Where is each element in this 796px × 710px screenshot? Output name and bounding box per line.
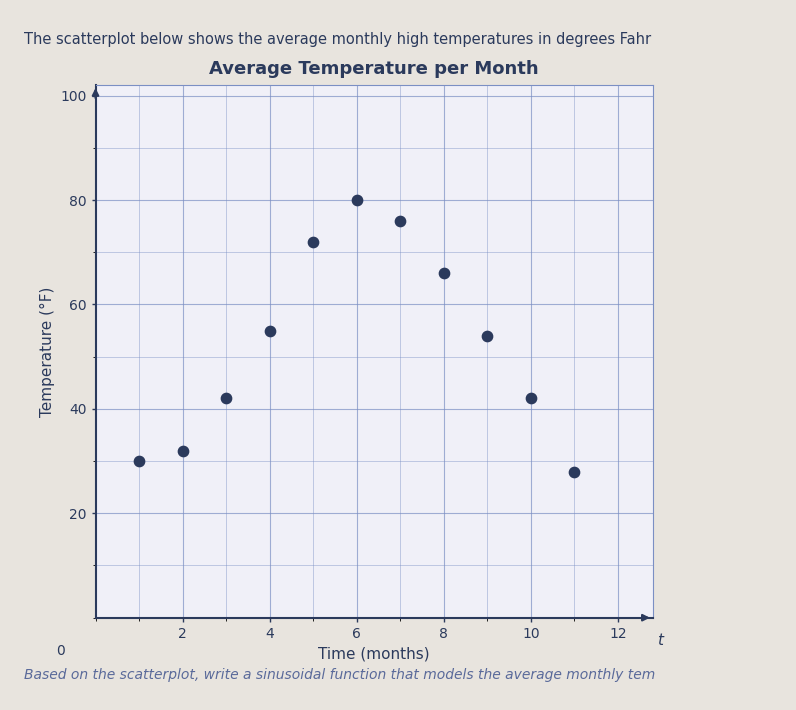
Text: Based on the scatterplot, write a sinusoidal function that models the average mo: Based on the scatterplot, write a sinuso… [24, 667, 655, 682]
Point [350, 195, 363, 206]
Point [437, 268, 450, 279]
Point [525, 393, 537, 404]
Text: The scatterplot below shows the average monthly high temperatures in degrees Fah: The scatterplot below shows the average … [24, 32, 651, 47]
Text: t: t [657, 633, 663, 648]
Point [568, 466, 581, 477]
Point [481, 330, 494, 342]
Text: 0: 0 [57, 644, 65, 657]
Point [263, 325, 276, 337]
Y-axis label: Temperature (°F): Temperature (°F) [40, 286, 55, 417]
Point [176, 445, 189, 457]
Point [220, 393, 232, 404]
X-axis label: Time (months): Time (months) [318, 646, 430, 661]
Title: Average Temperature per Month: Average Temperature per Month [209, 60, 539, 78]
Point [133, 455, 146, 466]
Point [394, 215, 407, 226]
Point [306, 236, 319, 248]
